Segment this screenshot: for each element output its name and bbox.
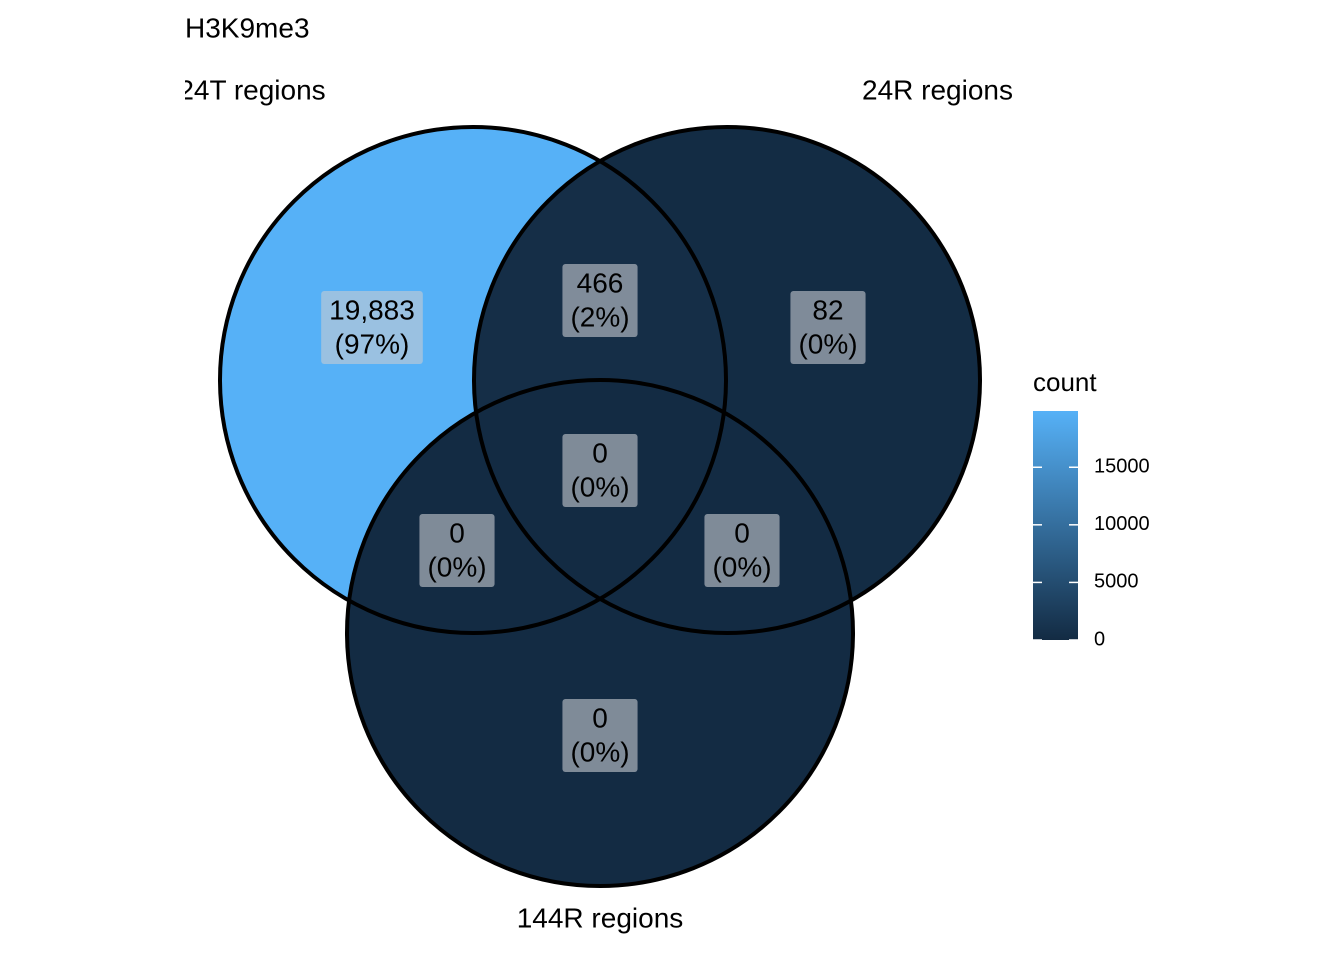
- colorbar-tick-label: 10000: [1094, 513, 1150, 535]
- percent-label: (2%): [570, 301, 629, 332]
- colorbar-tick-label: 5000: [1094, 571, 1139, 593]
- count-label: 0: [449, 517, 465, 548]
- label-box: [562, 699, 638, 772]
- set-outline: [218, 125, 728, 635]
- set-outline: [472, 125, 982, 635]
- label-box: [562, 434, 638, 507]
- count-label: 82: [812, 294, 843, 325]
- count-label: 466: [577, 267, 624, 298]
- count-label: 19,883: [329, 294, 415, 325]
- percent-label: (0%): [570, 471, 629, 502]
- count-label: 0: [734, 517, 750, 548]
- label-box: [419, 514, 495, 587]
- percent-label: (0%): [712, 551, 771, 582]
- colorbar-tick-label: 15000: [1094, 456, 1150, 478]
- label-box: [321, 291, 423, 364]
- count-label: 0: [592, 702, 608, 733]
- percent-label: (0%): [570, 736, 629, 767]
- set-label: 24T regions: [178, 74, 325, 105]
- set-label: 144R regions: [517, 902, 684, 933]
- chart-title: H3K9me3: [185, 12, 310, 43]
- colorbar-tick-label: 0: [1094, 628, 1105, 650]
- label-box: [704, 514, 780, 587]
- percent-label: (0%): [427, 551, 486, 582]
- label-box: [562, 264, 638, 337]
- set-label: 24R regions: [862, 74, 1013, 105]
- count-label: 0: [592, 437, 608, 468]
- label-box: [790, 291, 866, 364]
- percent-label: (0%): [798, 328, 857, 359]
- legend-title: count: [1033, 367, 1097, 397]
- set-outline: [345, 378, 855, 888]
- percent-label: (97%): [335, 328, 410, 359]
